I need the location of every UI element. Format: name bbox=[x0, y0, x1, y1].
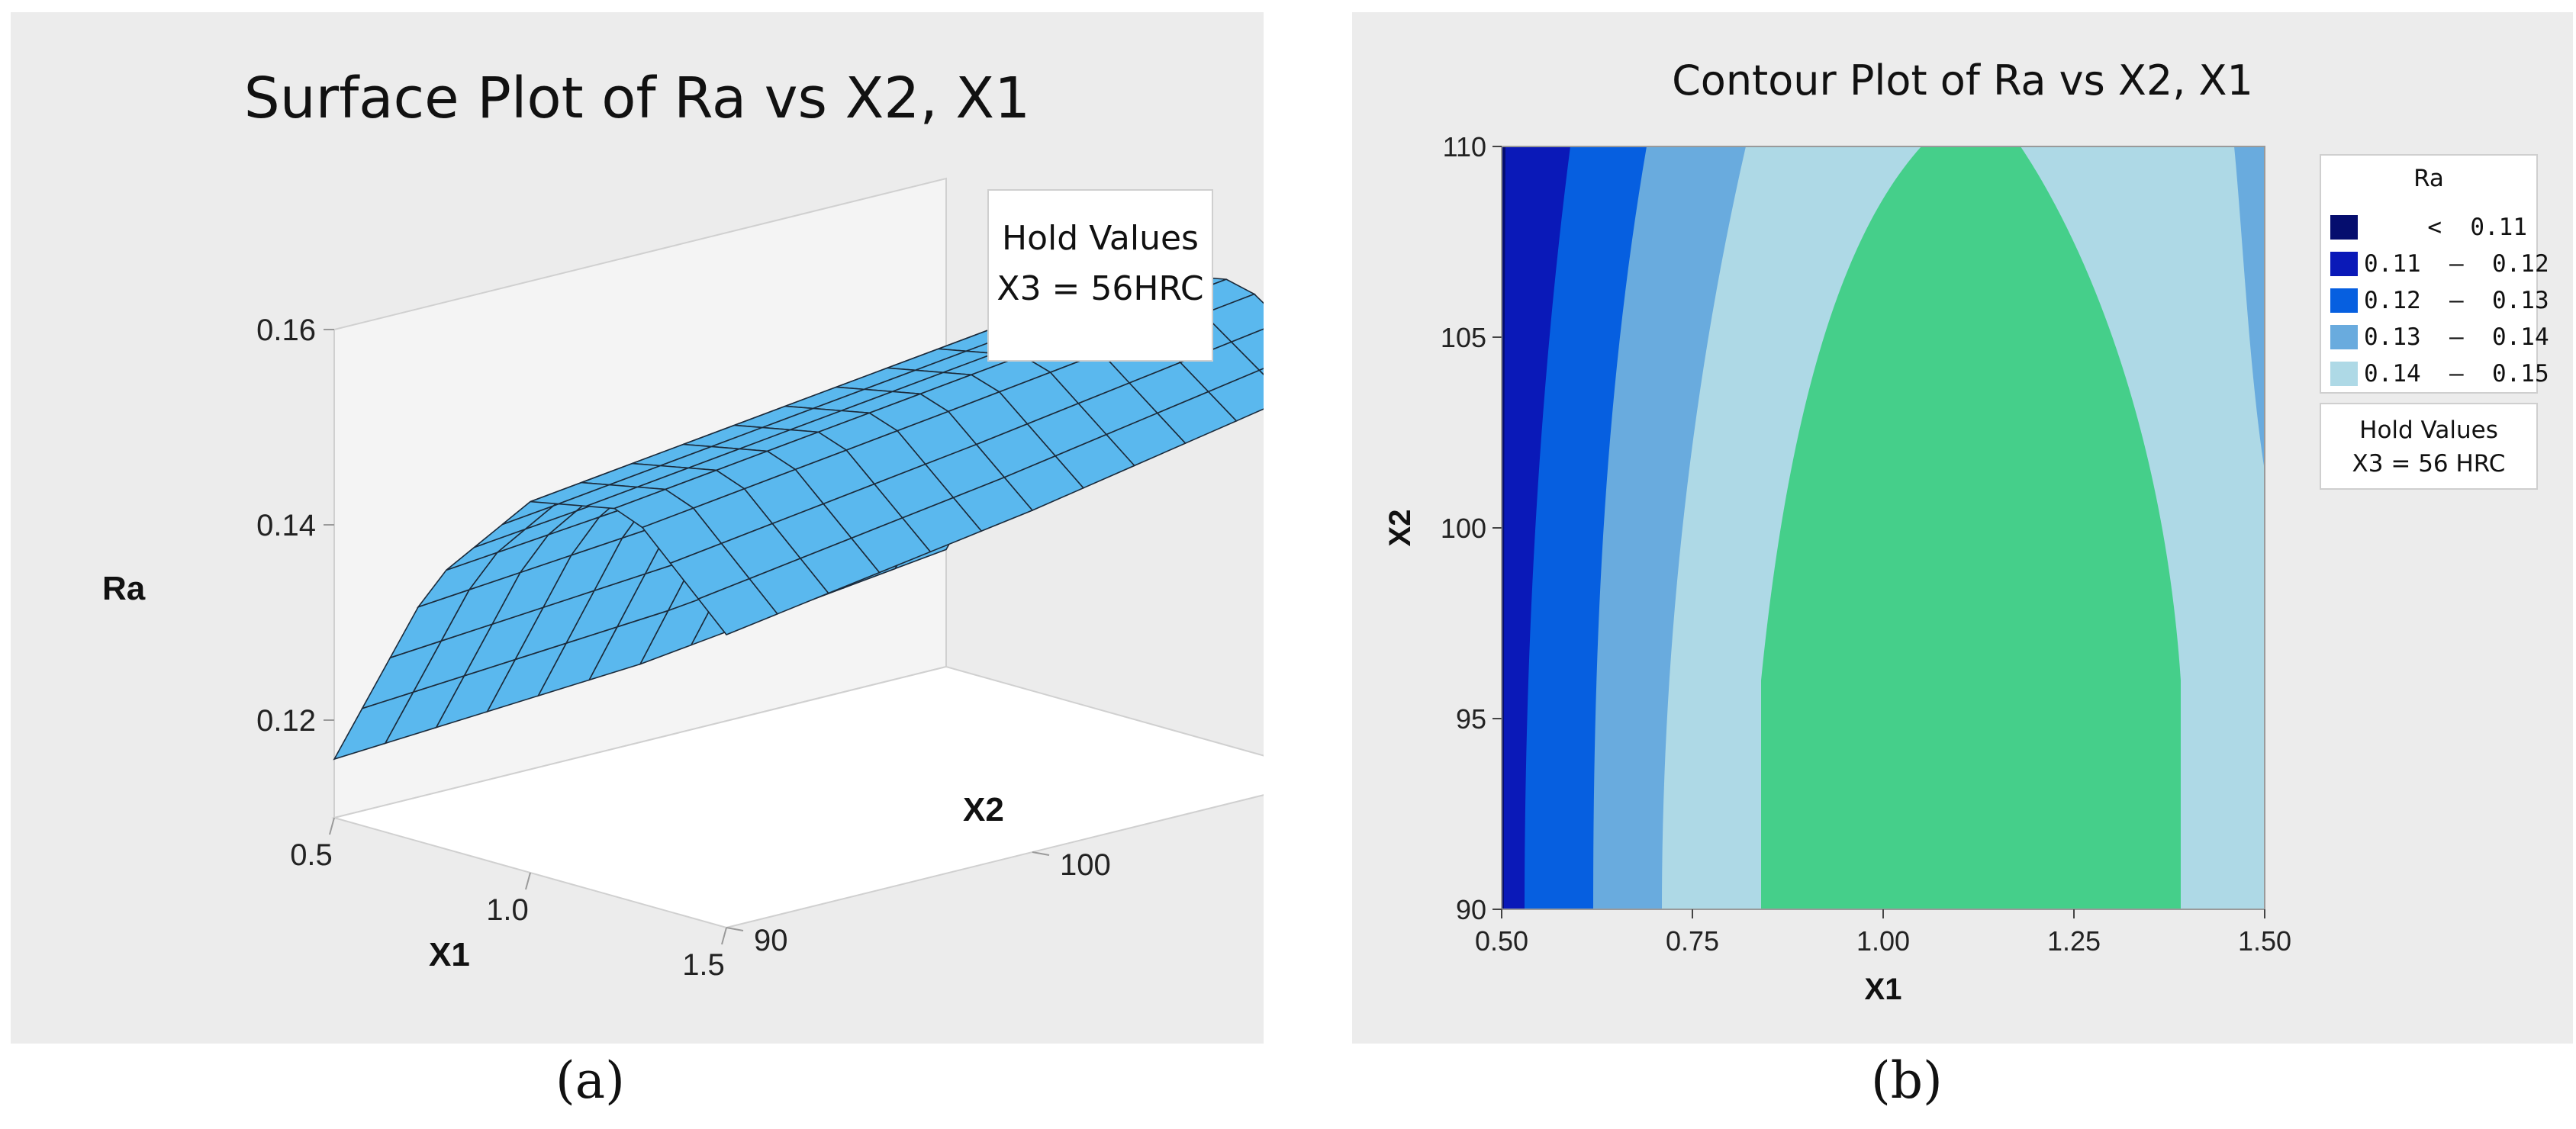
x2-tick-label: 90 bbox=[754, 924, 788, 957]
legend-swatch bbox=[2330, 215, 2358, 240]
legend-title: Ra bbox=[2413, 165, 2444, 192]
z-tick-label: 0.12 bbox=[256, 704, 316, 738]
x-tick-label: 1.25 bbox=[2047, 925, 2101, 957]
surface-cell bbox=[697, 577, 779, 635]
surface-plot-panel: Surface Plot of Ra vs X2, X1 0.16 0.14 0.1… bbox=[11, 12, 1264, 1044]
x1-tick-label: 0.5 bbox=[290, 838, 333, 872]
legend-label: 0.11 – 0.12 bbox=[2364, 250, 2549, 278]
legend-swatch bbox=[2330, 325, 2358, 349]
legend-item: 0.14 – 0.15 bbox=[2330, 360, 2549, 388]
x1-tick bbox=[721, 927, 727, 945]
x-tick-label: 0.75 bbox=[1666, 925, 1719, 957]
x-axis-label: X1 bbox=[1865, 973, 1902, 1006]
caption-a: (a) bbox=[555, 1051, 625, 1110]
contour-plot-canvas: 0.50 0.75 1.00 1.25 1.50 X1 110 105 100 95 90 X2 bbox=[1383, 131, 2291, 1006]
contour-plot-title: Contour Plot of Ra vs X2, X1 bbox=[1672, 56, 2253, 105]
hold-values-title: Hold Values bbox=[1002, 219, 1199, 258]
contour-plot-panel: Contour Plot of Ra vs X2, X1 0.50 0.75 1.0… bbox=[1352, 12, 2573, 1044]
contour-peak-region bbox=[1761, 146, 2181, 909]
x2-tick bbox=[726, 927, 744, 931]
z-axis-label: Ra bbox=[102, 570, 146, 607]
legend-label: < 0.11 bbox=[2427, 214, 2527, 241]
y-tick-label: 95 bbox=[1456, 703, 1486, 735]
caption-b: (b) bbox=[1871, 1051, 1943, 1110]
contour-region bbox=[1502, 146, 1505, 909]
x1-tick bbox=[329, 817, 335, 835]
hold-values-box: Hold Values X3 = 56 HRC bbox=[2320, 403, 2538, 490]
y-tick-label: 90 bbox=[1456, 894, 1486, 925]
contour-region bbox=[2234, 146, 2265, 471]
x2-axis-label: X2 bbox=[963, 791, 1004, 828]
x1-tick-label: 1.5 bbox=[682, 948, 725, 982]
legend-swatch bbox=[2330, 362, 2358, 386]
contour-region bbox=[1502, 146, 1570, 909]
x1-axis-label: X1 bbox=[429, 936, 470, 973]
floor-plane bbox=[331, 665, 1264, 929]
y-tick-label: 110 bbox=[1443, 131, 1486, 162]
y-tick-label: 105 bbox=[1441, 322, 1486, 353]
legend-item: 0.13 – 0.14 bbox=[2330, 323, 2549, 351]
contour-legend: Ra < 0.11 0.11 – 0.12 0.12 – 0.13 0.13 –… bbox=[2320, 154, 2549, 394]
hold-values-value: X3 = 56 HRC bbox=[2352, 450, 2506, 478]
x1-tick-label: 1.0 bbox=[486, 893, 529, 927]
y-tick-label: 100 bbox=[1441, 513, 1486, 544]
x-tick-label: 1.50 bbox=[2238, 925, 2291, 957]
legend-label: 0.13 – 0.14 bbox=[2364, 323, 2549, 351]
legend-swatch bbox=[2330, 252, 2358, 276]
legend-swatch bbox=[2330, 288, 2358, 313]
z-tick-label: 0.14 bbox=[256, 509, 316, 542]
hold-values-title: Hold Values bbox=[2359, 417, 2498, 444]
y-axis-label: X2 bbox=[1383, 510, 1417, 547]
hold-values-value: X3 = 56HRC bbox=[997, 269, 1204, 308]
x-tick-label: 0.50 bbox=[1475, 925, 1528, 957]
legend-label: 0.14 – 0.15 bbox=[2364, 360, 2549, 388]
legend-item: < 0.11 bbox=[2330, 214, 2530, 241]
x2-tick bbox=[1032, 851, 1050, 856]
z-tick-label: 0.16 bbox=[256, 314, 316, 347]
legend-item: 0.12 – 0.13 bbox=[2330, 287, 2549, 314]
x1-tick bbox=[525, 872, 531, 890]
x-tick-label: 1.00 bbox=[1856, 925, 1910, 957]
legend-label: 0.12 – 0.13 bbox=[2364, 287, 2549, 314]
hold-values-box: Hold Values X3 = 56HRC bbox=[987, 189, 1213, 362]
legend-item: 0.11 – 0.12 bbox=[2330, 250, 2549, 278]
surface-plot-title: Surface Plot of Ra vs X2, X1 bbox=[243, 66, 1031, 131]
x2-tick-label: 100 bbox=[1060, 848, 1111, 882]
